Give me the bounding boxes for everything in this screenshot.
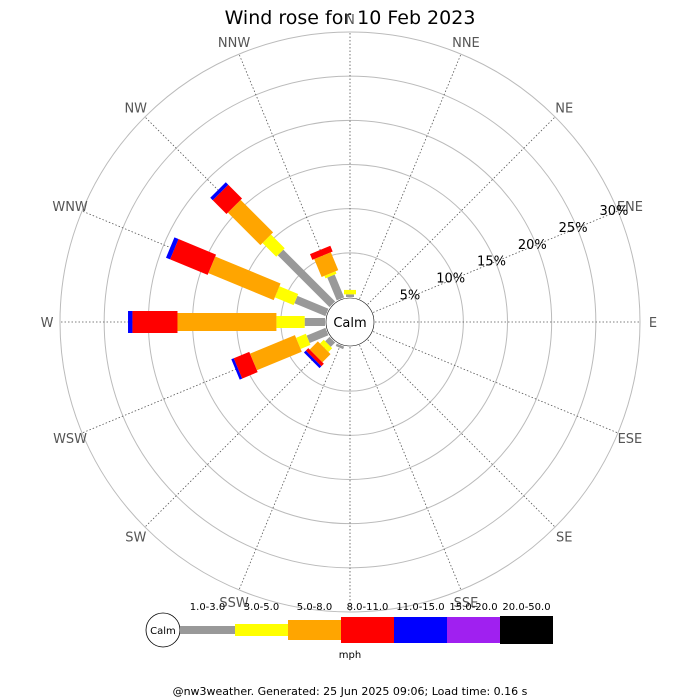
petal-w-5.0-8.0 [177, 313, 277, 331]
direction-label-se: SE [556, 530, 572, 545]
legend-swatch-11.0-15.0 [394, 617, 447, 643]
legend-range-15.0-20.0: 15.0-20.0 [449, 602, 497, 613]
legend-range-8.0-11.0: 8.0-11.0 [347, 602, 389, 613]
legend-range-20.0-50.0: 20.0-50.0 [502, 602, 550, 613]
grid-circle-6 [59, 31, 641, 613]
direction-label-ssw: SSW [219, 596, 249, 611]
direction-spokes [60, 32, 640, 612]
legend-swatch-15.0-20.0 [447, 617, 500, 643]
legend-swatch-8.0-11.0 [341, 617, 394, 643]
petal-wsw-5.0-8.0 [250, 335, 302, 371]
legend-range-1.0-3.0: 1.0-3.0 [190, 602, 225, 613]
percent-label-3: 15% [477, 255, 506, 270]
footer-text: @nw3weather. Generated: 25 Jun 2025 09:0… [173, 685, 528, 698]
chart-title: Wind rose for 10 Feb 2023 [225, 7, 476, 29]
petal-wnw-3.0-5.0 [274, 286, 299, 306]
spoke-nw [144, 116, 333, 305]
wind-petals [128, 182, 356, 380]
legend-unit: mph [339, 650, 361, 661]
spoke-ne [367, 116, 556, 305]
petal-w-8.0-11.0 [132, 311, 178, 333]
spoke-sw [144, 339, 333, 528]
spoke-nnw [238, 53, 341, 300]
direction-label-nnw: NNW [218, 36, 250, 51]
petal-wsw-1.0-3.0 [306, 327, 329, 344]
direction-label-ese: ESE [618, 432, 643, 447]
petal-nnw-1.0-3.0 [327, 274, 345, 301]
legend-swatch-5.0-8.0 [288, 620, 341, 640]
petal-wsw-8.0-11.0 [233, 351, 258, 379]
petal-sw-1.0-3.0 [325, 336, 336, 347]
percent-label-5: 25% [559, 221, 588, 236]
percent-label-2: 10% [436, 272, 465, 287]
percent-label-6: 30% [599, 204, 628, 219]
petal-sw-11.0-15.0 [303, 350, 322, 369]
petal-n-3.0-5.0 [344, 289, 356, 295]
petal-wsw-11.0-15.0 [231, 358, 243, 380]
petal-w-3.0-5.0 [276, 316, 305, 328]
petal-sw-8.0-11.0 [305, 348, 324, 367]
petal-nw-11.0-15.0 [210, 182, 229, 201]
direction-label-nne: NNE [452, 36, 480, 51]
legend-calm-label: Calm [150, 626, 176, 637]
petal-ssw-1.0-3.0 [335, 343, 345, 350]
petal-wnw-1.0-3.0 [294, 295, 329, 317]
legend-range-5.0-8.0: 5.0-8.0 [297, 602, 332, 613]
petal-nw-5.0-8.0 [227, 199, 274, 246]
legend-swatch-3.0-5.0 [235, 624, 288, 636]
petal-n-1.0-3.0 [346, 294, 354, 297]
spoke-wsw [81, 331, 328, 434]
direction-label-n: N [345, 13, 355, 28]
spoke-ese [372, 331, 619, 434]
percent-label-4: 20% [518, 238, 547, 253]
petal-nw-3.0-5.0 [262, 234, 285, 257]
petal-sw-5.0-8.0 [309, 341, 331, 363]
petal-sw-3.0-5.0 [319, 339, 333, 353]
direction-label-ene: ENE [617, 200, 643, 215]
direction-label-wnw: WNW [52, 200, 88, 215]
spoke-ene [372, 210, 619, 313]
calm-circle [325, 297, 375, 347]
petal-nw-1.0-3.0 [277, 249, 336, 308]
petal-nw-8.0-11.0 [212, 184, 243, 215]
direction-label-ne: NE [555, 102, 573, 117]
legend-range-11.0-15.0: 11.0-15.0 [396, 602, 444, 613]
petal-wnw-11.0-15.0 [166, 237, 179, 260]
legend-range-3.0-5.0: 3.0-5.0 [244, 602, 279, 613]
direction-label-sse: SSE [454, 596, 479, 611]
calm-label: Calm [333, 316, 366, 331]
spoke-ssw [238, 344, 341, 591]
petal-wnw-8.0-11.0 [170, 239, 217, 275]
percent-labels: 5% 10% 15% 20% 25% 30% [400, 204, 629, 304]
direction-label-wsw: WSW [53, 432, 87, 447]
spoke-nne [359, 53, 462, 300]
petal-wsw-3.0-5.0 [296, 333, 311, 349]
direction-label-e: E [649, 316, 657, 331]
direction-label-w: W [41, 316, 54, 331]
legend-swatch-20.0-50.0 [500, 616, 553, 644]
petal-nnw-3.0-5.0 [324, 271, 337, 279]
direction-label-sw: SW [125, 530, 146, 545]
percent-label-1: 5% [400, 289, 421, 304]
petal-w-11.0-15.0 [128, 311, 133, 333]
petal-nnw-5.0-8.0 [314, 252, 339, 278]
speed-legend: Calm 1.0-3.0 3.0-5.0 5.0-8.0 8.0-11.0 11.0-15… [145, 602, 553, 661]
direction-label-nw: NW [124, 102, 147, 117]
direction-labels: NNNENEENEEESESESSESSSWSWWSWWWNWNWNNW [41, 13, 658, 634]
legend-swatch-1.0-3.0 [180, 626, 235, 634]
spoke-se [367, 339, 556, 528]
spoke-sse [359, 344, 462, 591]
petal-w-1.0-3.0 [304, 318, 325, 326]
spoke-wnw [81, 210, 328, 313]
petal-wnw-5.0-8.0 [208, 256, 281, 301]
petal-nnw-8.0-11.0 [309, 245, 333, 260]
